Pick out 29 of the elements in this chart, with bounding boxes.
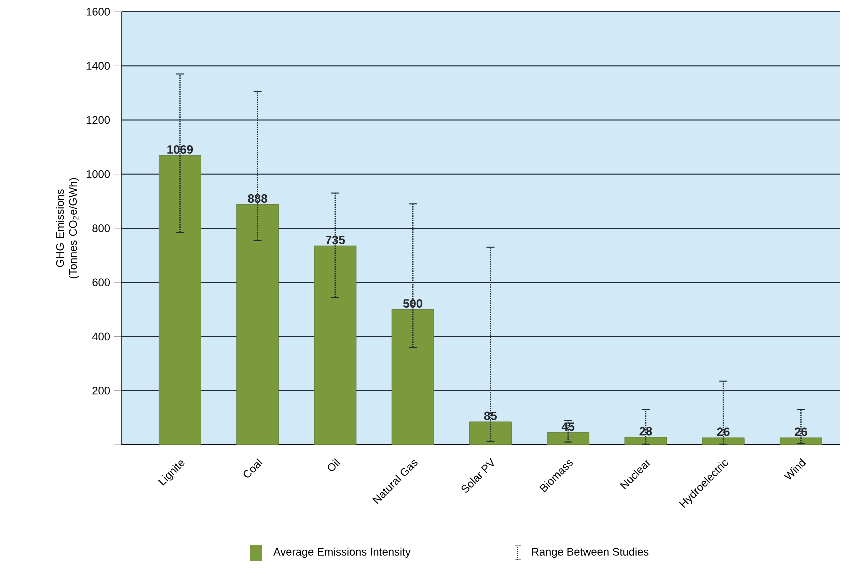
y-tick-label: 400 [92,332,110,341]
data-label: 85 [484,412,498,420]
bar [236,204,280,446]
data-label: 26 [794,428,808,436]
bar [159,155,202,446]
text: Range Between Studies [532,548,649,558]
data-label: 26 [717,428,730,436]
y-tick-label: 800 [92,224,110,232]
bar [547,432,590,446]
data-label: 888 [248,194,268,203]
bar [470,422,512,446]
data-label: 735 [326,236,346,244]
x-tick-label: Oil [328,458,341,472]
y-tick-label: 600 [92,278,110,286]
legend-label: Average Emissions Intensity [274,548,411,558]
data-label: 500 [403,300,423,308]
y-tick-label: 1600 [86,8,110,16]
y-tick-label: 1200 [86,116,110,124]
data-label: 1069 [168,146,194,154]
data-label: 45 [562,422,575,432]
y-tick-label: 1400 [86,62,110,70]
data-label: 28 [640,427,652,436]
y-tick-label: 1000 [86,170,110,178]
bar [780,438,822,446]
y-tick-label: 200 [92,386,110,395]
bar [624,437,668,446]
bar [702,438,745,446]
bar [314,246,357,446]
bar [392,309,434,446]
